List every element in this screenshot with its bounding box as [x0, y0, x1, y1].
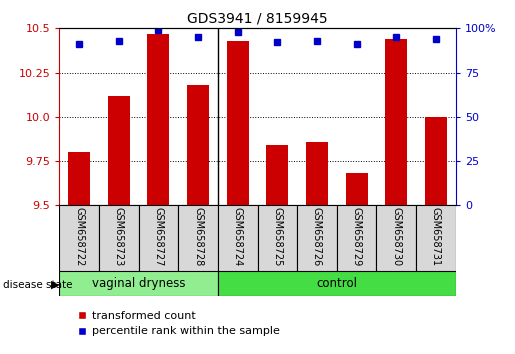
Bar	[218, 271, 456, 296]
Text: GSM658730: GSM658730	[391, 207, 401, 267]
Text: GSM658726: GSM658726	[312, 207, 322, 267]
Bar	[385, 39, 407, 205]
Text: GSM658725: GSM658725	[272, 207, 282, 267]
Text: GSM658728: GSM658728	[193, 207, 203, 267]
Text: ▶: ▶	[50, 280, 59, 290]
Bar	[227, 41, 249, 205]
Text: GSM658722: GSM658722	[74, 207, 84, 267]
Bar	[99, 205, 139, 271]
Bar	[59, 205, 99, 271]
Bar	[425, 117, 447, 205]
Text: disease state: disease state	[3, 280, 72, 290]
Text: GSM658724: GSM658724	[233, 207, 243, 267]
Text: vaginal dryness: vaginal dryness	[92, 277, 185, 290]
Bar	[108, 96, 130, 205]
Title: GDS3941 / 8159945: GDS3941 / 8159945	[187, 12, 328, 26]
Bar	[258, 205, 297, 271]
Text: GSM658731: GSM658731	[431, 207, 441, 267]
Bar	[337, 205, 376, 271]
Text: GSM658729: GSM658729	[352, 207, 362, 267]
Bar	[297, 205, 337, 271]
Text: control: control	[316, 277, 357, 290]
Legend: transformed count, percentile rank within the sample: transformed count, percentile rank withi…	[73, 307, 284, 341]
Bar	[266, 145, 288, 205]
Bar	[147, 34, 169, 205]
Bar	[346, 173, 368, 205]
Bar	[187, 85, 209, 205]
Text: GSM658727: GSM658727	[153, 207, 163, 267]
Bar	[376, 205, 416, 271]
Bar	[139, 205, 178, 271]
Bar	[178, 205, 218, 271]
Bar	[59, 271, 218, 296]
Bar	[416, 205, 456, 271]
Bar	[218, 205, 258, 271]
Bar	[306, 142, 328, 205]
Text: GSM658723: GSM658723	[114, 207, 124, 267]
Bar	[68, 152, 90, 205]
